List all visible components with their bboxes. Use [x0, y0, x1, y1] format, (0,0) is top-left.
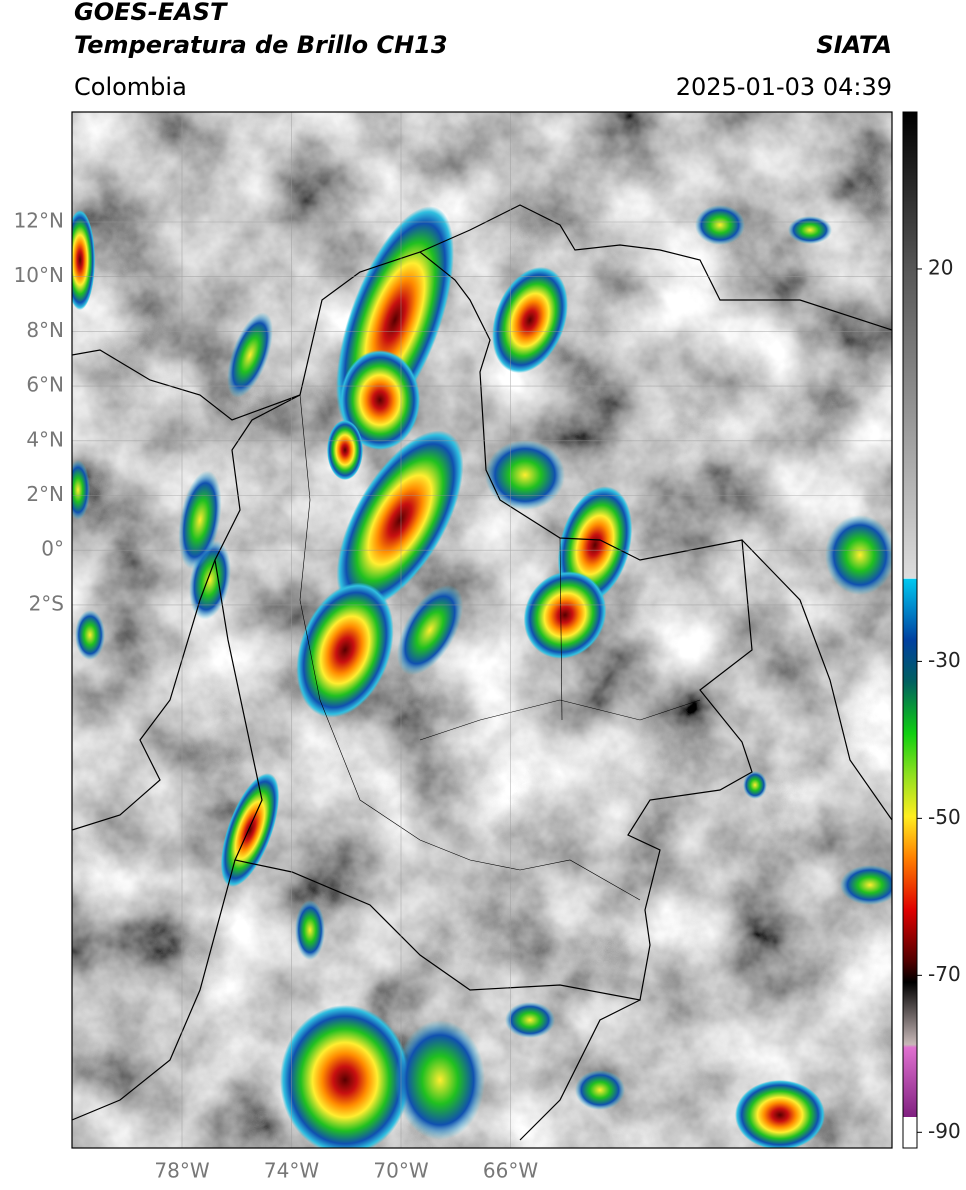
lat-label: 2°N	[26, 482, 64, 506]
lat-label: 0°	[41, 537, 64, 561]
lat-label: 4°N	[26, 427, 64, 451]
graticule	[72, 112, 892, 1148]
storm-cell	[396, 584, 464, 676]
satellite-map	[72, 112, 892, 1148]
storm-cell	[485, 440, 565, 510]
storm-cell	[72, 210, 95, 310]
lat-label: 2°S	[29, 591, 64, 615]
axis-labels: 12°N 10°N 8°N 6°N 4°N 2°N 0° 2°S 78°W 74°W 70°W 66°…	[14, 209, 961, 1183]
storm-cell	[735, 1080, 825, 1148]
storm-cell	[336, 430, 464, 610]
lon-label: 66°W	[483, 1159, 538, 1183]
lat-label: 6°N	[26, 373, 64, 397]
storm-cell	[327, 420, 363, 480]
source: SIATA	[816, 31, 892, 59]
lat-label: 10°N	[14, 263, 64, 287]
colorbar-tick-label: -30	[928, 648, 961, 672]
title-line2: Temperatura de Brillo CH13	[74, 31, 448, 59]
colorbar-tick-label: -50	[928, 805, 961, 829]
storm-cell	[505, 1002, 555, 1038]
lat-label: 12°N	[14, 209, 64, 233]
storm-cell	[825, 515, 892, 595]
storm-cell	[295, 900, 325, 960]
colorbar-tick-label: -70	[928, 962, 961, 986]
storm-cell	[227, 312, 273, 398]
storm-cell	[75, 610, 105, 660]
lon-label: 78°W	[154, 1159, 209, 1183]
colorbar-tick-label: 20	[928, 255, 953, 279]
colorbar	[902, 111, 918, 1149]
storm-cell	[340, 350, 420, 450]
lon-label: 70°W	[373, 1159, 428, 1183]
storm-cell	[296, 582, 394, 718]
storm-cell	[395, 1020, 485, 1140]
lat-label: 8°N	[26, 318, 64, 342]
datetime: 2025-01-03 04:39	[676, 73, 892, 101]
storm-cell	[575, 1070, 625, 1110]
title-line1: GOES-EAST	[74, 0, 228, 26]
storm-cell	[743, 771, 767, 799]
colorbar-tick-label: -90	[928, 1119, 961, 1143]
storm-cell	[492, 266, 568, 374]
storm-cell	[280, 1005, 410, 1148]
lon-label: 74°W	[264, 1159, 319, 1183]
storm-cell	[523, 571, 607, 659]
storm-cell	[695, 205, 745, 245]
map-frame	[71, 111, 893, 1149]
cloud-imagery	[72, 112, 892, 1148]
storm-cell	[72, 460, 90, 520]
storm-cell	[788, 216, 832, 244]
storm-cell	[840, 865, 892, 905]
region: Colombia	[74, 73, 187, 101]
